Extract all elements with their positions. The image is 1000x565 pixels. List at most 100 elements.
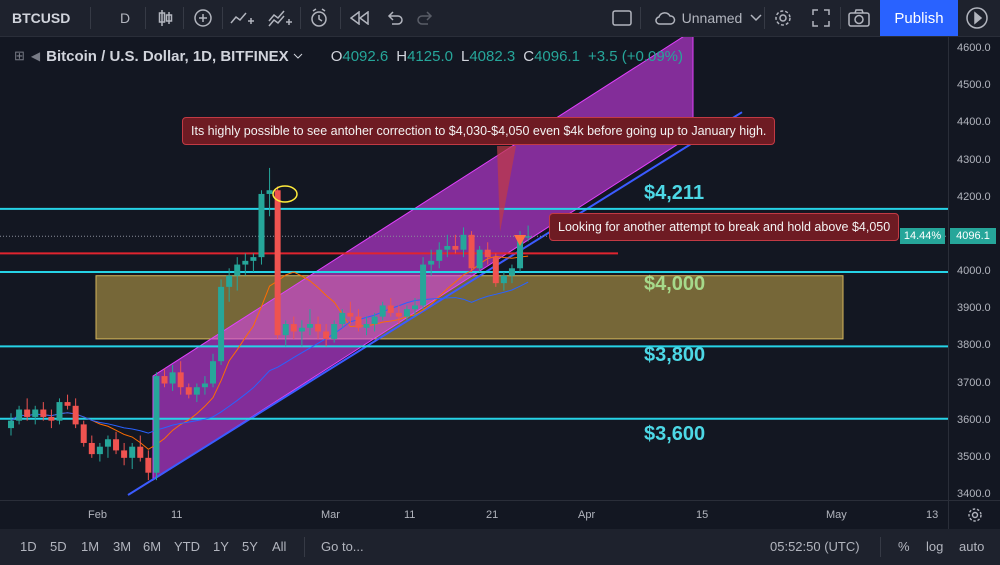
candle-body [226,275,233,287]
percent-change-tag: 14.44% [900,228,945,244]
chart-pane[interactable] [0,29,948,500]
utc-clock[interactable]: 05:52:50 (UTC) [770,539,860,554]
axis-settings-button[interactable] [948,500,1000,529]
goto-button[interactable]: Go to... [321,539,364,554]
play-circle-icon[interactable] [962,0,992,36]
price-tick: 3800.0 [957,339,991,352]
range-1y[interactable]: 1Y [213,539,229,554]
gear-icon [968,508,982,522]
candle-body [153,376,160,473]
range-all[interactable]: All [272,539,287,554]
candle-body [420,264,427,306]
bottom-toolbar: 1D 5D 1M 3M 6M YTD 1Y 5Y All Go to... 05… [0,529,1000,565]
candle-body [64,402,71,406]
candle-body [290,324,297,332]
price-tick: 4400.0 [957,116,991,129]
auto-scale-toggle[interactable]: auto [959,539,985,554]
candle-body [88,442,95,455]
range-5d[interactable]: 5D [50,539,67,554]
percent-scale-toggle[interactable]: % [898,539,910,554]
candle-style-icon[interactable] [152,0,178,36]
candle-body [80,424,87,443]
candle-body [500,275,507,284]
price-axis[interactable]: 4600.04500.04400.04300.04200.04100.04000… [948,37,1000,500]
candle-body [56,402,63,421]
price-tick: 4500.0 [957,79,991,92]
price-tick: 4000.0 [957,265,991,277]
last-price-tag: 4096.1 [950,228,996,244]
toolbar-divider [340,7,341,29]
candle-body [201,383,208,388]
candle-body [104,439,111,447]
candle-body [8,420,14,429]
templates-icon[interactable] [266,0,294,36]
correction-note[interactable]: Its highly possible to see antoher corre… [182,117,776,145]
chevron-down-icon[interactable] [293,53,303,60]
candle-body [72,405,79,425]
time-axis[interactable]: Feb 11 Mar 11 21 Apr 15 May 13 [0,500,948,529]
fullscreen-icon[interactable] [808,0,834,36]
symbol-search-button[interactable]: BTCUSD [12,10,71,26]
support-zone [95,275,844,340]
candle-body [492,257,499,284]
range-1m[interactable]: 1M [81,539,100,554]
high-value: H4125.0 [396,47,453,65]
price-tick: 4200.0 [957,190,991,203]
time-tick: 11 [171,509,183,521]
series-title[interactable]: Bitcoin / U.S. Dollar, 1D, BITFINEX [46,47,289,65]
candle-body [96,446,103,455]
range-1d[interactable]: 1D [20,539,37,554]
candle-body [460,234,467,250]
candle-body [371,316,378,325]
candle-body [113,439,120,451]
toolbar-divider [183,7,184,29]
price-tick: 4300.0 [957,153,991,166]
replay-icon[interactable] [346,0,374,36]
level-label-3800: $3,800 [644,344,706,366]
candle-body [428,260,435,265]
toolbar-divider [145,7,146,29]
undo-icon[interactable] [382,0,408,36]
candle-body [185,387,192,395]
interval-button[interactable]: D [119,10,131,26]
candle-body [193,387,200,395]
candle-body [258,193,265,258]
price-tick: 3500.0 [957,450,991,463]
candle-body [517,237,524,269]
settings-gear-icon[interactable] [770,0,796,36]
level-label-3600: $3,600 [644,423,706,445]
price-tick: 3700.0 [957,376,991,389]
candle-body [298,327,305,332]
collapse-legend-icon[interactable]: ⊞ [14,48,25,63]
log-scale-toggle[interactable]: log [926,539,944,554]
alert-clock-icon[interactable] [306,0,334,36]
top-toolbar: BTCUSD D Unnamed [0,0,1000,37]
price-chart[interactable] [0,29,948,500]
range-ytd[interactable]: YTD [174,539,200,554]
time-tick: 13 [926,509,939,521]
candle-body [339,312,346,325]
breakout-note[interactable]: Looking for another attempt to break and… [549,213,900,241]
candle-body [218,286,225,362]
ma-slow-line [10,281,529,434]
fullscreen-layout-icon[interactable] [608,0,636,36]
candle-body [444,245,451,250]
add-indicator-icon[interactable] [190,0,216,36]
candle-body [274,190,281,336]
camera-icon[interactable] [846,0,872,36]
publish-button[interactable]: Publish [880,0,958,36]
candle-body [452,245,459,250]
top-highlight-circle [272,185,298,203]
range-3m[interactable]: 3M [113,539,132,554]
candle-body [40,409,47,417]
toolbar-divider [640,7,641,29]
indicators-icon[interactable] [228,0,256,36]
range-6m[interactable]: 6M [143,539,162,554]
redo-icon[interactable] [412,0,438,36]
range-5y[interactable]: 5Y [242,539,258,554]
price-tick: 4600.0 [957,42,991,54]
layout-name-button[interactable]: Unnamed [648,0,768,36]
time-tick: Apr [578,509,596,521]
candle-body [32,409,39,417]
candle-body [161,376,168,384]
